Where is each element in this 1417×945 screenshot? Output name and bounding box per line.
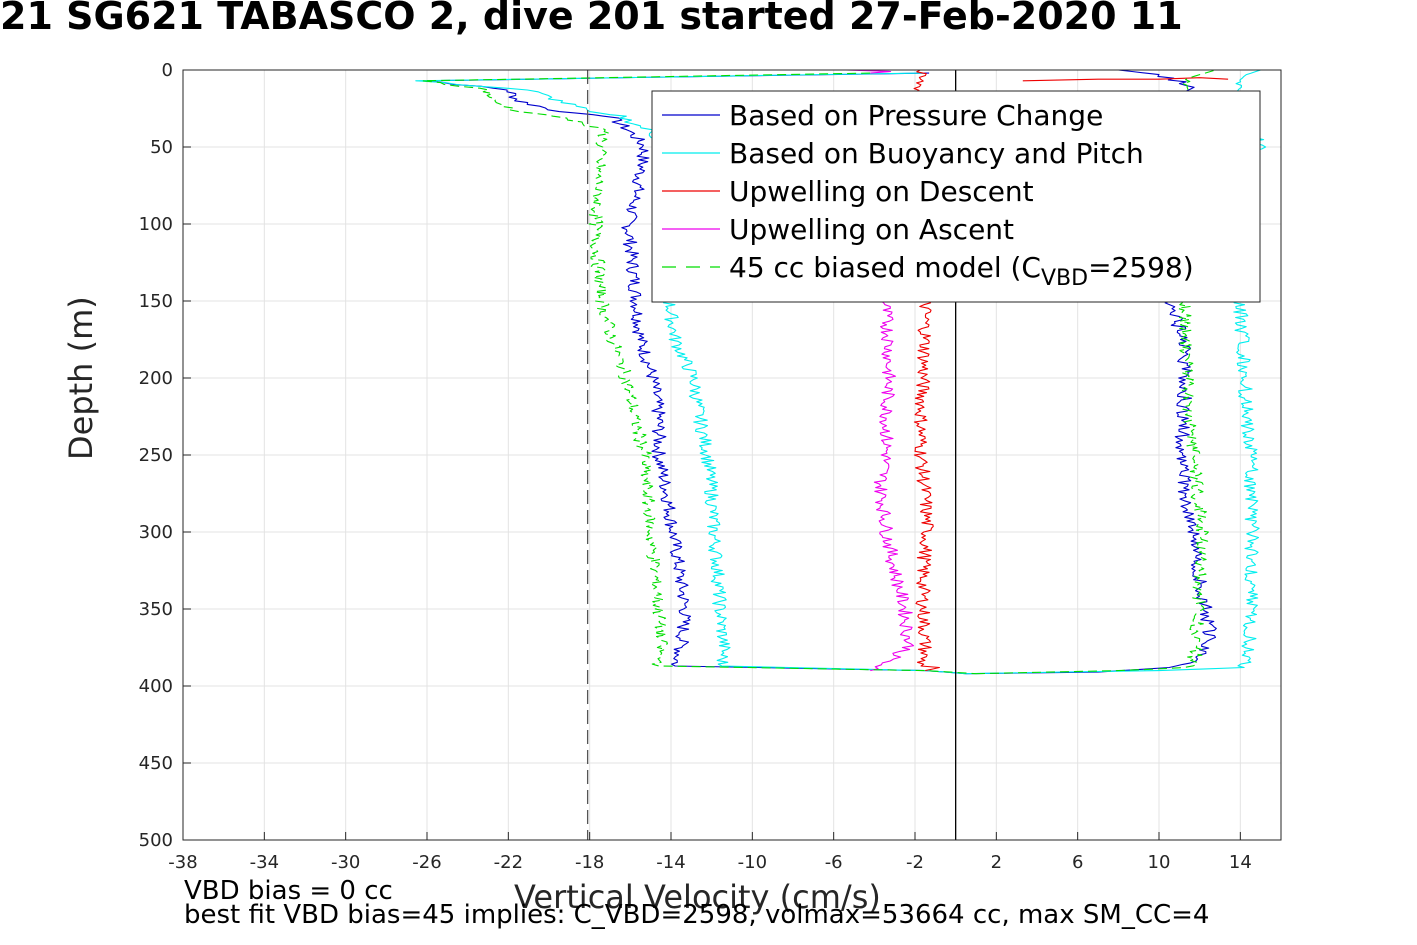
y-tick-labels: 0 50 100 150 200 250 300 350 400 450 500 — [139, 60, 191, 851]
y-tick-label: 200 — [139, 368, 173, 389]
x-tick-label: -10 — [738, 852, 767, 873]
legend-box — [651, 90, 1261, 303]
series-line-upwelling_ascent-ascent — [870, 300, 915, 672]
y-tick-label: 250 — [139, 445, 173, 466]
x-tick-label: -38 — [168, 852, 197, 873]
legend-label-upwelling_descent: Upwelling on Descent — [729, 175, 1034, 208]
y-tick-label: 350 — [139, 599, 173, 620]
y-axis-label: Depth (m) — [62, 296, 100, 460]
y-tick-label: 0 — [162, 60, 173, 81]
x-tick-label: -18 — [575, 852, 604, 873]
series-line-upwelling_descent-ascent — [1022, 77, 1229, 82]
series-line-pressure_change-descent — [425, 72, 966, 675]
y-tick-label: 450 — [139, 753, 173, 774]
y-tick-label: 100 — [139, 214, 173, 235]
y-tick-label: 50 — [150, 137, 173, 158]
footer-best-fit: best fit VBD bias=45 implies: C_VBD=2598… — [184, 900, 1210, 930]
x-tick-labels: -38 -34 -30 -26 -22 -18 -14 -10 -6 -2 2 6 10 14 — [168, 832, 1252, 873]
legend-label-buoyancy_pitch: Based on Buoyancy and Pitch — [729, 137, 1144, 170]
x-tick-label: 14 — [1229, 852, 1252, 873]
x-axis-label: Vertical Velocity (cm/s) — [514, 878, 881, 916]
x-tick-label: -34 — [250, 852, 279, 873]
x-tick-label: -26 — [412, 852, 441, 873]
x-tick-label: -2 — [906, 852, 924, 873]
legend-label-pressure_change: Based on Pressure Change — [729, 99, 1103, 132]
series-line-biased_model-ascent — [975, 69, 1217, 675]
y-tick-label: 300 — [139, 522, 173, 543]
x-tick-label: -22 — [494, 852, 523, 873]
x-tick-label: 10 — [1148, 852, 1171, 873]
y-tick-label: 400 — [139, 676, 173, 697]
x-tick-label: 2 — [991, 852, 1002, 873]
x-tick-label: -30 — [331, 852, 360, 873]
y-tick-label: 500 — [139, 830, 173, 851]
chart-title: 21 SG621 TABASCO 2, dive 201 started 27-… — [0, 0, 1183, 38]
y-tick-label: 150 — [139, 291, 173, 312]
x-tick-label: 6 — [1072, 852, 1083, 873]
footer-vbd-bias: VBD bias = 0 cc — [184, 876, 393, 906]
x-tick-label: -14 — [656, 852, 685, 873]
legend: Based on Pressure Change Based on Buoyanc… — [651, 90, 1261, 303]
legend-label-upwelling_ascent: Upwelling on Ascent — [729, 213, 1014, 246]
x-tick-label: -6 — [825, 852, 843, 873]
